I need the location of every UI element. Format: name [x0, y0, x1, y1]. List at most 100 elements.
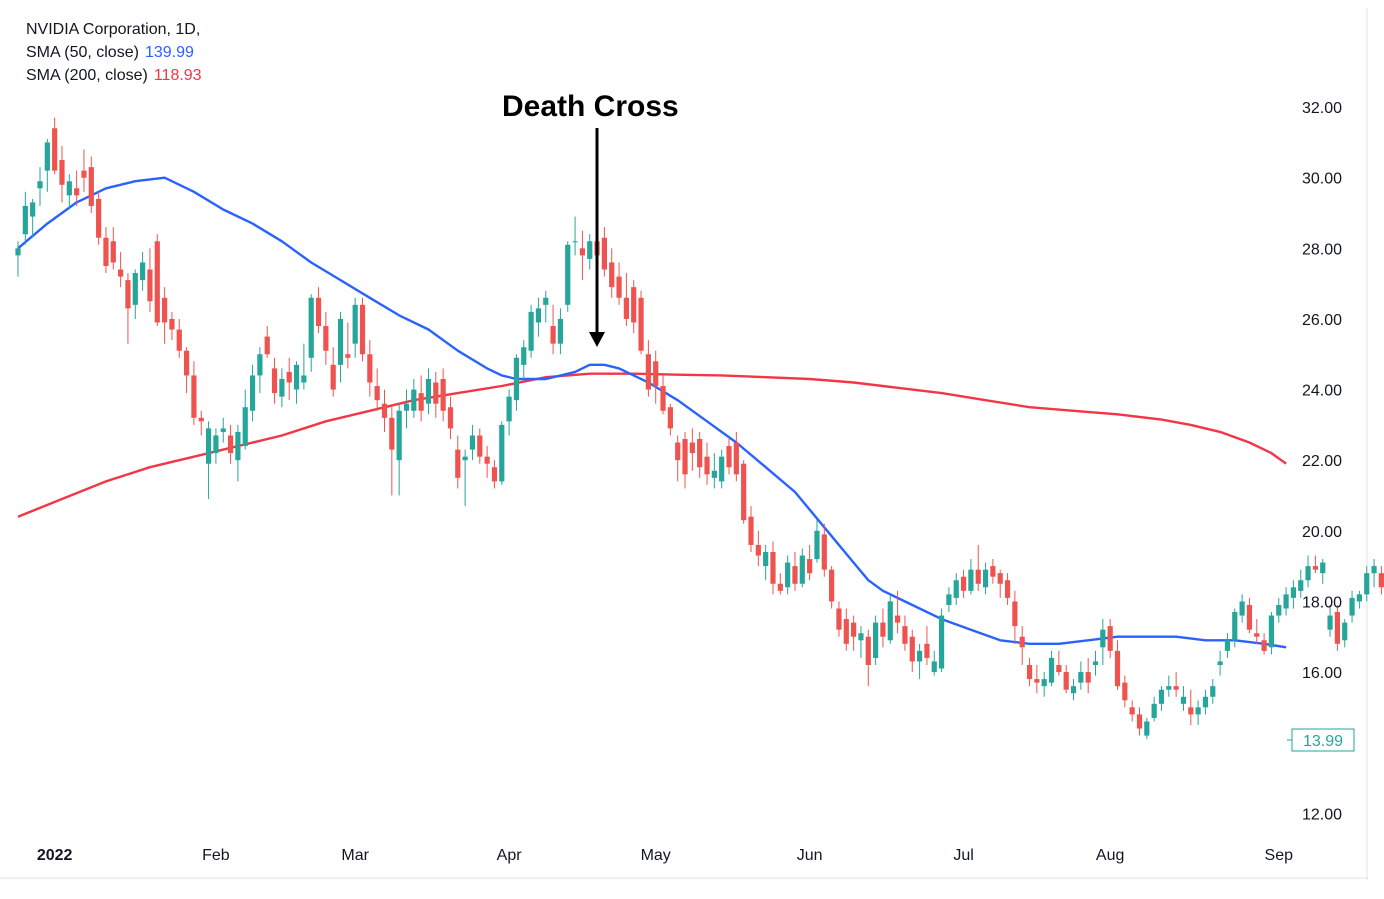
candle-body [74, 188, 80, 196]
candle-body [1320, 562, 1326, 574]
annotation-arrow-head [589, 332, 605, 347]
candle-body [433, 382, 439, 404]
candle [572, 216, 578, 256]
candle [609, 248, 615, 298]
candle [1239, 594, 1245, 623]
candle [785, 555, 791, 595]
candle [513, 354, 520, 411]
candle [763, 544, 769, 581]
candle-body [359, 304, 366, 355]
candle-body [1356, 594, 1362, 602]
candle-body [843, 619, 849, 644]
candle [565, 241, 571, 312]
candle [953, 573, 959, 605]
candle [81, 149, 87, 192]
candle [1034, 664, 1040, 694]
legend-sma50-label: SMA (50, close) [26, 44, 139, 61]
candle [1261, 633, 1267, 655]
candle-body [792, 566, 798, 584]
x-tick-label: Aug [1096, 847, 1124, 864]
candle-body [755, 544, 761, 556]
candle [1122, 675, 1128, 708]
candle [169, 311, 175, 341]
candle-body [579, 248, 586, 256]
x-tick-label: Apr [497, 847, 523, 864]
candle [1298, 569, 1304, 598]
candle [125, 273, 131, 344]
legend-title: NVIDIA Corporation, 1D, [26, 21, 201, 38]
candle-body [264, 336, 270, 355]
candle-body [748, 516, 754, 545]
candle [675, 435, 681, 482]
candle [1158, 686, 1165, 711]
candle [865, 629, 871, 687]
candle-body [682, 439, 688, 475]
candle [176, 318, 182, 358]
candle [748, 506, 754, 552]
candle [909, 629, 915, 673]
candle [821, 523, 827, 577]
candle [1342, 619, 1348, 648]
candle [858, 626, 864, 658]
candle-body [447, 407, 454, 429]
candle [682, 431, 688, 489]
candle-body [873, 622, 879, 658]
candle-body [858, 633, 864, 641]
candle [491, 460, 498, 489]
candle [359, 297, 366, 362]
candle-body [1078, 672, 1084, 683]
candle [352, 297, 358, 358]
candle [1078, 661, 1084, 690]
candle [22, 191, 28, 245]
candle [960, 569, 967, 598]
legend-sma200: SMA (200, close) 118.93 [26, 64, 202, 87]
candle [1195, 700, 1201, 726]
candle-body [902, 626, 908, 644]
candle [1334, 604, 1340, 651]
candle [836, 601, 842, 637]
candle-body [118, 269, 124, 277]
candle-body [1364, 573, 1370, 595]
candle-body [916, 650, 923, 662]
candle [975, 544, 981, 591]
candle [425, 368, 432, 415]
candle-body [352, 304, 358, 344]
candle-body [638, 297, 644, 351]
candle [741, 460, 747, 524]
candle-body [1063, 672, 1069, 690]
candle [1063, 664, 1069, 694]
candle-body [440, 378, 446, 411]
candle [660, 375, 666, 415]
candle-body [1136, 714, 1143, 729]
candle [829, 566, 835, 609]
candle-body [169, 318, 175, 330]
candle [183, 347, 190, 394]
candle [235, 424, 241, 482]
candle [843, 608, 849, 651]
y-tick-label: 18.00 [1302, 594, 1342, 611]
x-tick-label: Sep [1265, 847, 1294, 864]
candle-body [711, 470, 717, 478]
candle-body [909, 636, 915, 662]
candle-body [1195, 707, 1201, 715]
candle [1364, 566, 1370, 602]
candle-body [1342, 622, 1348, 641]
y-tick-label: 32.00 [1302, 100, 1342, 117]
candle-body [1070, 686, 1077, 694]
candle [301, 343, 307, 390]
candle [543, 290, 549, 323]
candle-body [851, 622, 857, 637]
candle [982, 562, 989, 595]
candle-body [425, 378, 432, 404]
candle [1114, 640, 1121, 690]
candle [1224, 633, 1231, 658]
candle [455, 435, 461, 489]
candle-body [213, 435, 219, 454]
candle-body [1268, 615, 1275, 648]
candle-body [140, 262, 146, 281]
candle [403, 389, 410, 429]
candle [579, 230, 586, 281]
candle [1048, 650, 1055, 687]
candle [770, 541, 776, 595]
candle-body [1378, 573, 1384, 588]
